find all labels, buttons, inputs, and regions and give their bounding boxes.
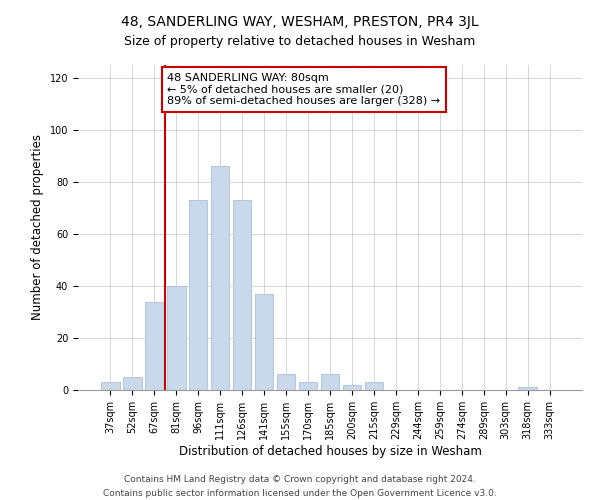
Bar [101, 382, 119, 390]
Bar [518, 388, 537, 390]
Bar [145, 302, 164, 390]
Bar [167, 286, 185, 390]
Text: 48, SANDERLING WAY, WESHAM, PRESTON, PR4 3JL: 48, SANDERLING WAY, WESHAM, PRESTON, PR4… [121, 15, 479, 29]
Bar [365, 382, 383, 390]
Bar [189, 200, 208, 390]
Bar [277, 374, 295, 390]
Bar [255, 294, 274, 390]
Text: 48 SANDERLING WAY: 80sqm
← 5% of detached houses are smaller (20)
89% of semi-de: 48 SANDERLING WAY: 80sqm ← 5% of detache… [167, 73, 440, 106]
Text: Size of property relative to detached houses in Wesham: Size of property relative to detached ho… [124, 35, 476, 48]
Bar [211, 166, 229, 390]
Bar [233, 200, 251, 390]
Bar [299, 382, 317, 390]
X-axis label: Distribution of detached houses by size in Wesham: Distribution of detached houses by size … [179, 444, 481, 458]
Bar [320, 374, 340, 390]
Bar [123, 377, 142, 390]
Y-axis label: Number of detached properties: Number of detached properties [31, 134, 44, 320]
Bar [343, 385, 361, 390]
Text: Contains HM Land Registry data © Crown copyright and database right 2024.
Contai: Contains HM Land Registry data © Crown c… [103, 476, 497, 498]
